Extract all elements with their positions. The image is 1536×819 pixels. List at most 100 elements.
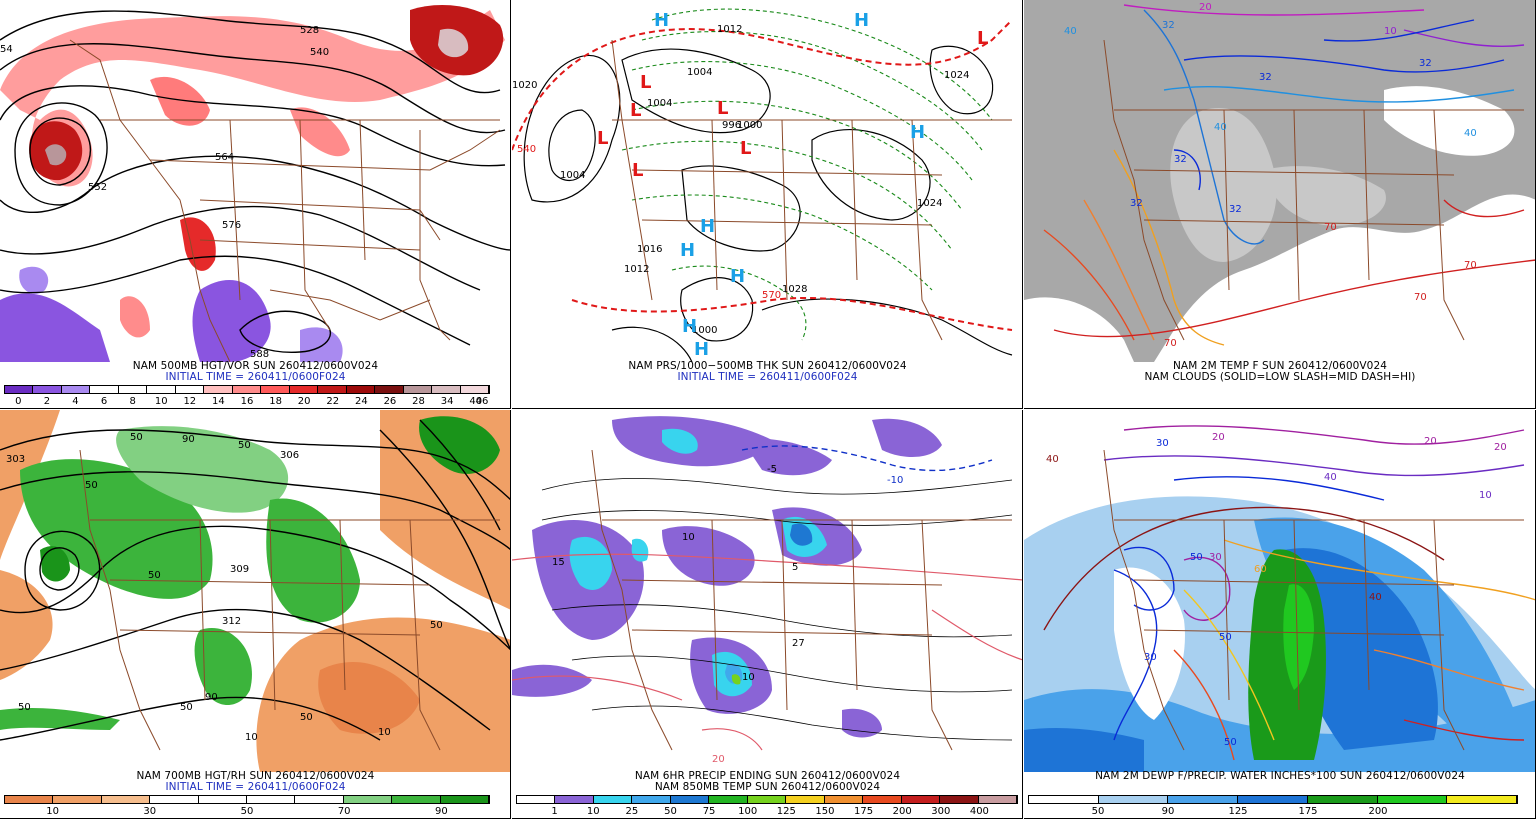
- contour-label: 576: [222, 220, 241, 231]
- panel-init-time: INITIAL TIME = 260411/0600F024: [677, 371, 858, 383]
- contour-label: 10: [742, 672, 755, 683]
- scale-swatch: [1029, 796, 1099, 803]
- scale-swatch: [295, 796, 344, 803]
- scale-swatch: [432, 386, 461, 393]
- contour-label: 5: [792, 562, 798, 573]
- dewp-map-svg: 40 20 30 40 50 30 50 60 50 40 30 20 10 2…: [1024, 410, 1535, 772]
- low-marker: L: [630, 100, 641, 121]
- scale-swatch: [1098, 796, 1169, 803]
- high-marker: H: [680, 240, 695, 261]
- contour-label: 552: [88, 182, 107, 193]
- scale-swatch: [555, 796, 594, 803]
- high-marker: H: [854, 10, 869, 31]
- contour-label: 50: [180, 702, 193, 713]
- contour-label: 32: [1229, 204, 1242, 215]
- scale-tick-label: 28: [412, 396, 425, 407]
- pw-color-scale: [1028, 795, 1518, 804]
- panel-title: NAM 2M TEMP F SUN 260412/0600V024: [1172, 360, 1388, 372]
- thickness-label: 540: [517, 144, 536, 155]
- height-contour-labels: 528 540 552 564 576 588 54: [0, 25, 329, 360]
- pressure-contour-labels: 1012 1004 1004 1000 996 1020 1024 1028 1…: [512, 24, 969, 336]
- panel-title: NAM 2M DEWP F/PRECIP. WATER INCHES*100 S…: [1095, 770, 1465, 782]
- low-marker: L: [717, 98, 728, 119]
- precip-color-scale: [516, 795, 1018, 804]
- scale-swatch: [61, 386, 91, 393]
- vorticity-scale-ticks: 0 2 4 6 8 10 12 14 16 18 20 22 24 26 28 34 40 46: [4, 396, 494, 408]
- scale-tick-label: 50: [240, 806, 254, 817]
- low-marker: L: [597, 128, 608, 149]
- scale-tick-label: 6: [100, 396, 108, 407]
- scale-swatch: [346, 386, 376, 393]
- contour-label: 40: [1214, 122, 1227, 133]
- contour-label: 306: [280, 450, 299, 461]
- contour-label: 309: [230, 564, 249, 575]
- scale-tick-label: 175: [853, 806, 874, 817]
- scale-tick-label: 70: [337, 806, 351, 817]
- scale-swatch: [247, 796, 296, 803]
- contour-label: 70: [1464, 260, 1477, 271]
- contour-label: 10: [1479, 490, 1492, 501]
- scale-swatch: [204, 386, 233, 393]
- scale-swatch: [460, 386, 489, 393]
- contour-label: 50: [238, 440, 251, 451]
- contour-label: 20: [712, 754, 725, 765]
- contour-label: 10: [1384, 26, 1397, 37]
- contour-label: 20: [1199, 2, 1212, 13]
- map-2m-dewp-pw: 40 20 30 40 50 30 50 60 50 40 30 20 10 2…: [1024, 410, 1535, 772]
- scale-swatch: [175, 386, 205, 393]
- low-pressure-markers: L L L L L L L: [597, 28, 988, 181]
- scale-swatch: [118, 386, 148, 393]
- contour-label: 90: [182, 434, 195, 445]
- scale-swatch: [1238, 796, 1308, 803]
- scale-swatch: [824, 796, 864, 803]
- scale-swatch: [1307, 796, 1378, 803]
- scale-tick-label: 75: [702, 806, 716, 817]
- contour-label: 40: [1464, 128, 1477, 139]
- scale-tick-label: 200: [892, 806, 912, 817]
- panel-subtitle: NAM CLOUDS (SOLID=LOW SLASH=MID DASH=HI): [1144, 371, 1416, 383]
- contour-label: 528: [300, 25, 319, 36]
- rh-color-scale: [4, 795, 490, 804]
- scale-swatch: [670, 796, 710, 803]
- rh-contour-labels: 50 90 50 303 50 306 309 312 50 90 50 10 …: [6, 432, 443, 743]
- contour-label: 588: [250, 349, 269, 360]
- contour-label: 15: [552, 557, 565, 568]
- contour-label: 60: [1254, 564, 1267, 575]
- contour-label: 1004: [647, 98, 672, 109]
- scale-tick-label: 4: [72, 396, 79, 407]
- scale-tick-label: 300: [931, 806, 951, 817]
- high-marker: H: [910, 122, 925, 143]
- low-marker: L: [740, 138, 751, 159]
- temp-map-svg: 32 40 32 32 40 32 70 70 70 70 20 10 32 4…: [1024, 0, 1535, 362]
- contour-label: 1004: [560, 170, 585, 181]
- panel-title: NAM 6HR PRECIP ENDING SUN 260412/0600V02…: [634, 770, 901, 782]
- scale-tick-label: 100: [738, 806, 758, 817]
- pw-scale-ticks: 50 90 125 175 200: [1028, 806, 1518, 818]
- scale-tick-label: 50: [1091, 806, 1105, 817]
- panel-mslp-thickness: 1012 1004 1004 1000 996 1020 1024 1028 1…: [512, 0, 1023, 409]
- scale-swatch: [863, 796, 902, 803]
- scale-tick-label: 0: [15, 396, 22, 407]
- scale-tick-label: 175: [1298, 806, 1318, 817]
- scale-swatch: [53, 796, 102, 803]
- contour-label: 32: [1419, 58, 1432, 69]
- contour-label: 30: [1156, 438, 1169, 449]
- scale-swatch: [150, 796, 199, 803]
- contour-label: 50: [130, 432, 143, 443]
- panel-title: NAM PRS/1000−500MB THK SUN 260412/0600V0…: [628, 360, 907, 372]
- rh-scale-ticks: 10 30 50 70 90: [4, 806, 494, 818]
- scale-swatch: [147, 386, 176, 393]
- temperature-contour-labels: 32 40 32 32 40 32 70 70 70 70 20 10 32 4…: [1064, 2, 1477, 349]
- map-6hr-precip: -10 -5 5 10 15 27 10 20 27 5: [512, 410, 1022, 772]
- scale-tick-label: 20: [297, 396, 311, 407]
- panel-init-time: INITIAL TIME = 260411/0600F024: [165, 781, 346, 793]
- contour-label: 40: [1064, 26, 1077, 37]
- contour-label: 1024: [917, 198, 942, 209]
- scale-tick-label: 10: [154, 396, 168, 407]
- map-700mb-rh: 50 90 50 303 50 306 309 312 50 90 50 10 …: [0, 410, 510, 772]
- contour-label: 50: [430, 620, 443, 631]
- map-2m-temp-clouds: 32 40 32 32 40 32 70 70 70 70 20 10 32 4…: [1024, 0, 1535, 362]
- scale-swatch: [786, 796, 825, 803]
- scale-swatch: [289, 386, 319, 393]
- panel-title: NAM 500MB HGT/VOR SUN 260412/0600V024: [132, 360, 379, 372]
